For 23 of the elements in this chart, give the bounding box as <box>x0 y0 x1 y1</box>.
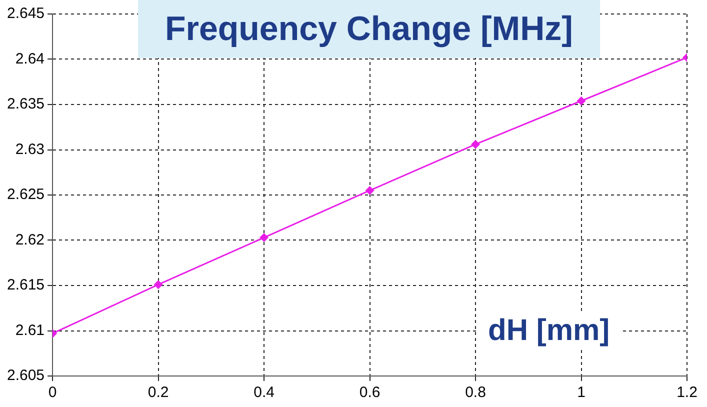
x-axis-title: dH [mm] <box>478 312 620 350</box>
x-tick-label: 0.6 <box>359 384 380 402</box>
point <box>260 233 269 242</box>
y-tick-label: 2.63 <box>15 140 45 158</box>
point <box>154 280 163 290</box>
point <box>471 140 480 149</box>
x-tick-label: 1.2 <box>676 384 698 402</box>
y-tick-label: 2.625 <box>6 186 45 204</box>
y-tick-label: 2.64 <box>15 50 45 68</box>
y-tick-label: 2.635 <box>6 96 45 113</box>
x-tick-label: 0 <box>48 384 57 402</box>
y-tick-label: 2.605 <box>6 367 45 384</box>
x-tick-label: 0.4 <box>254 384 274 402</box>
y-tick-label: 2.61 <box>15 322 45 339</box>
point <box>576 96 586 106</box>
y-tick-label: 2.615 <box>6 276 45 294</box>
x-tick-label: 1 <box>577 384 586 402</box>
x-tick-label: 0.2 <box>148 384 169 402</box>
point <box>365 186 374 195</box>
chart-title: Frequency Change [MHz] <box>138 0 600 58</box>
x-tick-label: 0.8 <box>465 384 486 402</box>
y-tick-label: 2.645 <box>6 5 45 22</box>
y-tick-label: 2.62 <box>15 231 45 248</box>
